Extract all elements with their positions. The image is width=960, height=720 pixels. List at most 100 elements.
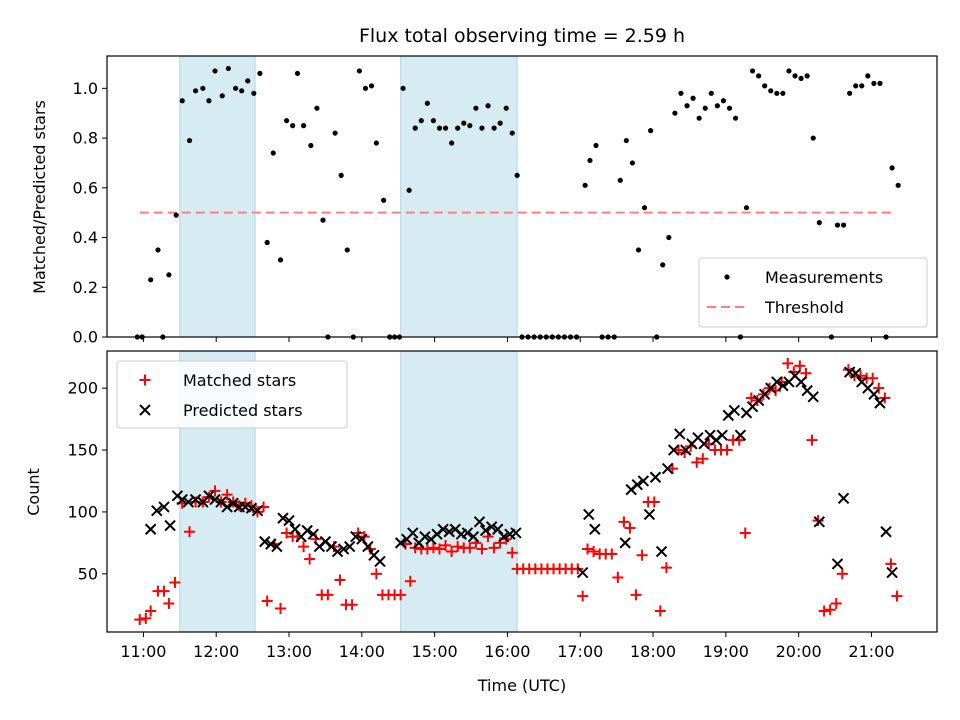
data-point bbox=[381, 197, 387, 203]
y-tick-label: 0.4 bbox=[73, 228, 98, 247]
shaded-interval bbox=[400, 350, 518, 633]
data-point bbox=[777, 379, 789, 392]
data-point bbox=[169, 576, 181, 588]
data-point bbox=[265, 538, 277, 550]
x-tick-label: 19:00 bbox=[703, 642, 749, 661]
data-point bbox=[455, 125, 461, 131]
data-point bbox=[221, 501, 233, 513]
data-point bbox=[877, 80, 883, 86]
data-point bbox=[433, 543, 445, 555]
data-point bbox=[786, 68, 792, 74]
data-point bbox=[739, 527, 751, 539]
data-point bbox=[164, 519, 176, 532]
data-point bbox=[151, 504, 163, 517]
data-point bbox=[792, 73, 798, 79]
data-point bbox=[641, 205, 648, 211]
legend-marker bbox=[724, 274, 730, 280]
data-point bbox=[830, 598, 842, 610]
data-point bbox=[619, 537, 631, 549]
data-point bbox=[714, 103, 720, 109]
data-point bbox=[206, 98, 212, 104]
data-point bbox=[421, 543, 433, 555]
shaded-interval bbox=[400, 55, 518, 338]
y-tick-label: 0.6 bbox=[73, 178, 98, 197]
x-axis-label: Time (UTC) bbox=[477, 676, 566, 695]
data-point bbox=[635, 247, 642, 253]
data-point bbox=[690, 95, 696, 101]
legend-label: Measurements bbox=[765, 268, 883, 287]
data-point bbox=[684, 103, 690, 109]
data-point bbox=[889, 165, 895, 171]
data-point bbox=[667, 444, 680, 456]
data-point bbox=[853, 83, 859, 89]
plot-frame bbox=[106, 55, 938, 338]
data-point bbox=[588, 546, 600, 558]
data-point bbox=[891, 590, 903, 602]
data-point bbox=[437, 523, 449, 535]
data-point bbox=[847, 90, 853, 96]
legend-marker bbox=[139, 404, 151, 416]
data-point bbox=[400, 85, 406, 91]
data-point bbox=[810, 135, 816, 141]
data-point bbox=[867, 372, 879, 384]
data-point bbox=[885, 558, 897, 570]
data-point bbox=[582, 543, 594, 555]
data-point bbox=[407, 527, 419, 539]
data-point bbox=[331, 545, 344, 558]
data-point bbox=[140, 612, 152, 624]
top-y-axis-label: Matched/Predicted stars bbox=[30, 100, 49, 294]
data-point bbox=[660, 262, 666, 268]
data-point bbox=[514, 172, 520, 178]
data-point bbox=[322, 589, 334, 601]
data-point bbox=[418, 118, 424, 124]
series-predicted-stars bbox=[144, 366, 898, 579]
data-point bbox=[219, 93, 225, 99]
legend-box bbox=[698, 257, 928, 328]
data-point bbox=[200, 85, 206, 91]
bottom-panel: 50 100 150 200 11:00 12:00 13:00 14:00 15:00 16:0… bbox=[67, 350, 938, 661]
data-point bbox=[271, 540, 283, 553]
y-tick-label: 0.8 bbox=[73, 129, 98, 148]
y-tick-label: 0.2 bbox=[73, 278, 98, 297]
data-point bbox=[245, 502, 258, 514]
data-point bbox=[794, 360, 806, 372]
data-point bbox=[874, 397, 886, 409]
data-point bbox=[488, 542, 500, 554]
data-point bbox=[362, 540, 374, 553]
data-point bbox=[780, 90, 786, 96]
x-tick-label: 15:00 bbox=[412, 642, 458, 661]
data-point bbox=[362, 85, 369, 91]
data-point bbox=[307, 528, 319, 540]
y-tick-label: 0.0 bbox=[73, 328, 98, 347]
data-point bbox=[510, 527, 522, 539]
data-point bbox=[749, 68, 756, 74]
top-panel: 0.0 0.2 0.4 0.6 0.8 1.0 Measurements Threshold bbox=[73, 55, 938, 347]
data-point bbox=[648, 128, 654, 134]
data-point bbox=[880, 526, 892, 538]
data-point bbox=[485, 521, 498, 533]
data-point bbox=[192, 88, 199, 94]
data-point bbox=[148, 277, 154, 283]
data-point bbox=[583, 508, 595, 521]
data-point bbox=[491, 125, 497, 131]
data-point bbox=[368, 83, 375, 89]
data-point bbox=[446, 546, 458, 558]
data-point bbox=[649, 471, 662, 483]
data-point bbox=[430, 118, 437, 124]
data-point bbox=[343, 540, 356, 553]
data-point bbox=[721, 444, 733, 456]
legend-label: Matched stars bbox=[183, 371, 296, 390]
data-point bbox=[179, 98, 185, 104]
data-point bbox=[672, 110, 678, 116]
data-point bbox=[636, 549, 648, 561]
data-point bbox=[637, 475, 650, 487]
data-point bbox=[163, 598, 175, 610]
data-point bbox=[756, 73, 762, 79]
data-point bbox=[674, 428, 686, 440]
data-point bbox=[497, 120, 503, 126]
data-point bbox=[158, 501, 170, 513]
data-point bbox=[743, 205, 750, 211]
data-point bbox=[251, 504, 264, 517]
data-point bbox=[419, 530, 431, 543]
data-point bbox=[155, 247, 161, 253]
